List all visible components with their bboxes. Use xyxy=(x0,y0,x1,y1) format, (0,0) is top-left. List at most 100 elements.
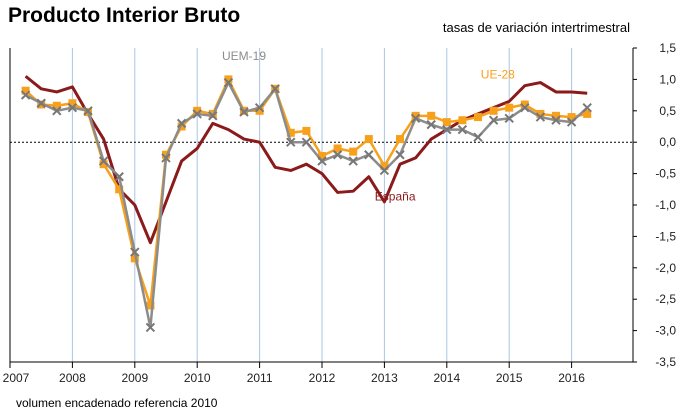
data-point xyxy=(114,172,124,182)
y-tick-label: 1,5 xyxy=(659,41,676,55)
data-point xyxy=(301,137,312,147)
x-tick-label-2007: 2007 xyxy=(3,371,30,385)
data-point xyxy=(411,111,420,120)
data-point xyxy=(520,100,529,109)
series-layer xyxy=(20,75,592,333)
data-point xyxy=(505,103,514,112)
x-tick-label-2009: 2009 xyxy=(121,371,148,385)
data-point xyxy=(504,113,514,124)
series-label-España: España xyxy=(375,190,416,204)
data-point xyxy=(286,128,295,137)
data-point xyxy=(520,102,530,113)
series-label-UEM-19: UEM-19 xyxy=(222,49,266,63)
y-tick-label: 0,5 xyxy=(659,104,676,118)
data-point xyxy=(442,118,451,127)
data-point xyxy=(98,156,109,166)
chart-subtitle: tasas de variación intertrimestral xyxy=(442,20,630,35)
data-point xyxy=(177,122,186,131)
y-tick-label: -2,0 xyxy=(655,261,676,275)
y-tick-label: -1,0 xyxy=(655,198,676,212)
data-point xyxy=(99,160,108,169)
data-point xyxy=(52,106,62,116)
y-tick-label: 1,0 xyxy=(659,72,676,86)
y-tick-label: -1,5 xyxy=(655,229,676,243)
series-España xyxy=(24,75,588,245)
data-point xyxy=(145,322,156,333)
data-point xyxy=(535,112,546,122)
data-point xyxy=(410,113,421,124)
axis-layer: 1,5 1,0 0,5 0,0 -0,5 -1,0 -1,5 -2,0 -2,5 -3,0 -3,5… xyxy=(3,41,677,385)
x-tick-label-2015: 2015 xyxy=(496,371,523,385)
data-point xyxy=(349,147,358,156)
data-point xyxy=(552,111,560,120)
data-point xyxy=(270,84,280,94)
data-point xyxy=(224,75,233,84)
data-point xyxy=(489,106,498,115)
data-point xyxy=(146,301,155,310)
data-point xyxy=(176,118,187,129)
y-tick-label: -0,5 xyxy=(655,167,676,181)
series-UEM-19 xyxy=(20,77,592,333)
series-label-UE-28: UE-28 xyxy=(481,68,515,82)
data-point xyxy=(395,150,405,160)
x-tick-label-2012: 2012 xyxy=(309,371,336,385)
data-point xyxy=(566,117,577,127)
data-point xyxy=(458,116,467,125)
data-point xyxy=(83,106,93,116)
data-point xyxy=(427,111,436,120)
series-line xyxy=(24,78,588,307)
y-tick-label: -3,0 xyxy=(655,324,676,338)
data-point xyxy=(208,111,218,121)
chart-title: Producto Interior Bruto xyxy=(8,4,241,27)
series-line xyxy=(24,75,588,245)
x-tick-label-2013: 2013 xyxy=(371,371,398,385)
data-point xyxy=(20,90,31,100)
data-point xyxy=(488,115,499,125)
data-point xyxy=(239,107,249,117)
data-point xyxy=(396,135,404,144)
data-point xyxy=(426,119,436,130)
data-point xyxy=(223,77,234,88)
data-point xyxy=(130,254,139,263)
x-tick-label-2008: 2008 xyxy=(59,371,86,385)
data-point xyxy=(348,156,358,166)
data-point xyxy=(68,99,77,108)
data-point xyxy=(332,150,343,160)
data-point xyxy=(583,109,592,118)
data-point xyxy=(161,153,171,163)
y-tick-label: 0,0 xyxy=(659,135,676,149)
data-point xyxy=(380,162,389,171)
data-point xyxy=(130,247,140,257)
data-point xyxy=(567,113,576,122)
y-tick-label: -3,5 xyxy=(655,355,676,369)
data-point xyxy=(536,109,545,118)
data-point xyxy=(52,101,61,110)
data-point xyxy=(286,137,296,147)
x-tick-label-2016: 2016 xyxy=(558,371,585,385)
data-point xyxy=(364,135,373,144)
data-point xyxy=(333,144,342,153)
y-tick-label: -2,5 xyxy=(655,292,676,306)
data-point xyxy=(255,106,264,115)
data-point xyxy=(317,156,327,166)
data-point xyxy=(551,115,561,125)
data-point xyxy=(474,113,482,122)
grid-layer xyxy=(71,48,573,362)
data-point xyxy=(254,102,265,113)
chart-footnote: volumen encadenado referencia 2010 xyxy=(16,396,218,410)
data-point xyxy=(302,126,311,135)
data-point xyxy=(192,109,202,119)
x-tick-label-2010: 2010 xyxy=(184,371,211,385)
data-point xyxy=(442,124,452,135)
data-point xyxy=(364,150,374,160)
data-point xyxy=(379,165,390,176)
data-point xyxy=(21,86,30,95)
data-point xyxy=(318,152,326,161)
data-point xyxy=(162,150,170,159)
data-point xyxy=(115,185,124,194)
data-point xyxy=(473,132,483,142)
series-UE-28 xyxy=(21,75,592,310)
data-point xyxy=(67,102,78,113)
x-tick-label-2014: 2014 xyxy=(433,371,460,385)
